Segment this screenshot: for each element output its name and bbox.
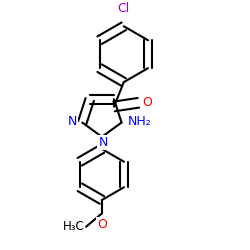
Text: O: O [143,96,152,109]
Text: H₃C: H₃C [62,220,84,233]
Text: N: N [98,136,108,149]
Text: N: N [68,115,77,128]
Text: NH₂: NH₂ [128,115,152,128]
Text: Cl: Cl [118,2,130,15]
Text: O: O [97,218,107,231]
